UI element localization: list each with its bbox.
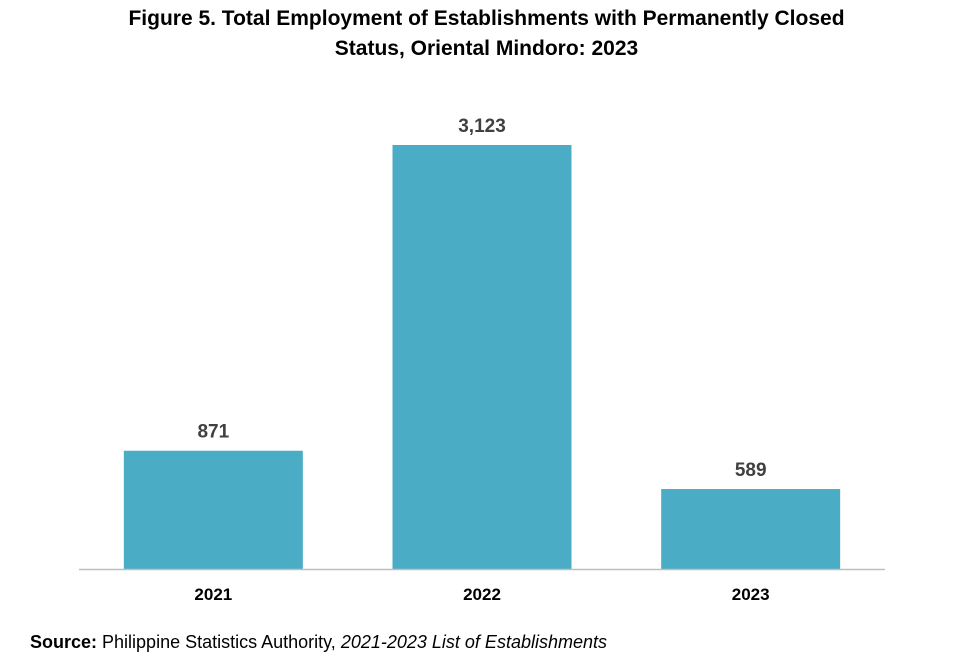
bar-2021	[123, 450, 303, 569]
x-tick-label-2022: 2022	[463, 585, 501, 604]
chart-title: Figure 5. Total Employment of Establishm…	[0, 4, 973, 64]
x-tick-label-2023: 2023	[732, 585, 770, 604]
x-tick-label-2021: 2021	[194, 585, 232, 604]
source-text: Philippine Statistics Authority,	[97, 632, 341, 652]
source-italic-text: 2021-2023 List of Establishments	[340, 632, 607, 652]
bar-2023	[661, 489, 841, 569]
bar-2022	[392, 145, 572, 569]
source-note: Source: Philippine Statistics Authority,…	[30, 631, 607, 653]
chart-title-line-1: Figure 5. Total Employment of Establishm…	[128, 7, 845, 30]
data-label-2021: 871	[197, 422, 229, 443]
chart-title-line-2: Status, Oriental Mindoro: 2023	[334, 37, 639, 60]
source-label: Source:	[30, 632, 98, 652]
data-label-2022: 3,123	[458, 116, 506, 137]
data-label-2023: 589	[735, 460, 767, 481]
